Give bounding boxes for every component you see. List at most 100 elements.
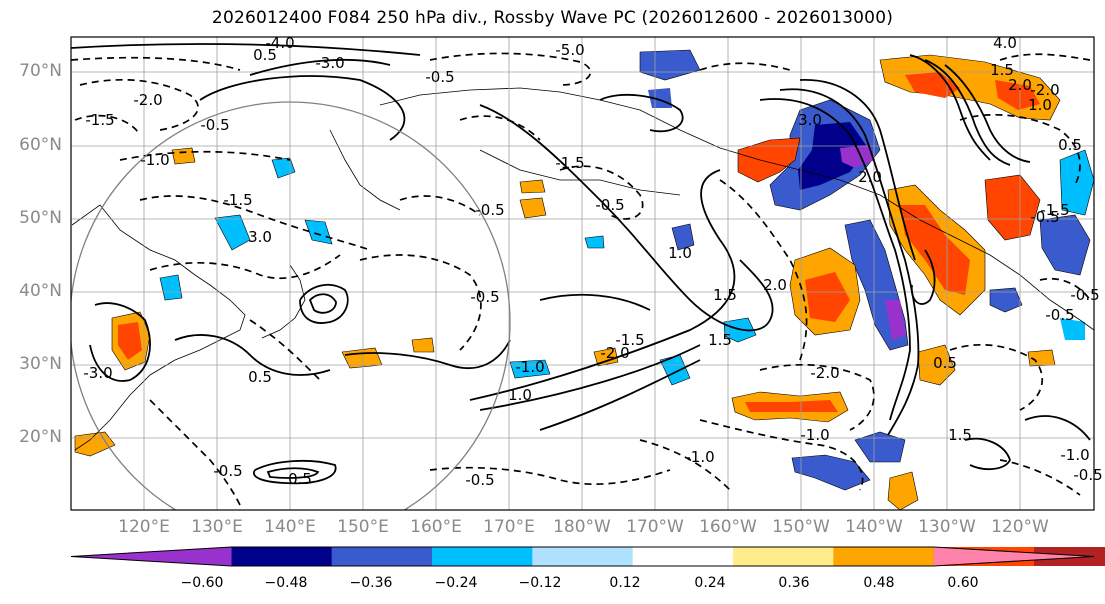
colorbar-segment: [231, 547, 333, 566]
colorbar-tick: −0.12: [518, 575, 562, 591]
colorbar-tick: 0.24: [694, 575, 726, 591]
colorbar-segment: [532, 547, 634, 566]
lon-label-140e: 140°E: [264, 517, 316, 537]
contour-line: [429, 52, 592, 86]
contour-line: [299, 283, 349, 324]
coastline: [261, 264, 306, 339]
contour-line: [71, 43, 421, 56]
colorbar-segment: [833, 547, 935, 566]
shade-blob: [519, 197, 547, 219]
lat-label-40n: 40°N: [19, 281, 62, 301]
contour-label: 4.0: [993, 34, 1017, 52]
contour-line: [909, 54, 991, 161]
contour-label: -0.5: [425, 68, 454, 86]
contour-label: -0.5: [1030, 208, 1059, 226]
shade-blob: [171, 147, 196, 165]
coastline: [379, 87, 761, 161]
contour-line: [74, 114, 141, 136]
shade-blob: [885, 300, 906, 340]
contour-label: -1.0: [515, 358, 544, 376]
contour-line: [266, 467, 320, 479]
colorbar-tick: −0.60: [180, 575, 224, 591]
contour-label: -0.5: [1073, 466, 1102, 484]
lat-label-70n: 70°N: [19, 61, 62, 81]
lat-label-30n: 30°N: [19, 354, 62, 374]
contour-label: 2.0: [1008, 76, 1032, 94]
contour-label: 0.5: [1058, 136, 1082, 154]
contour-label: -4.0: [265, 34, 294, 52]
lon-label-180w: 180°W: [553, 517, 611, 537]
contour-label: 1.0: [1028, 96, 1052, 114]
lon-label-150e: 150°E: [337, 517, 389, 537]
contour-line: [479, 104, 774, 332]
shade-blob: [411, 337, 435, 353]
contour-line: [344, 339, 511, 370]
dashed-contours: [71, 52, 1091, 506]
contour-label: 1.0: [508, 386, 532, 404]
contour-label: 1.0: [668, 244, 692, 262]
lon-label-150w: 150°W: [772, 517, 830, 537]
lon-label-130w: 130°W: [918, 517, 976, 537]
contour-label: -0.5: [200, 116, 229, 134]
contour-label: 0.5: [253, 46, 277, 64]
contour-label: -0.5: [1070, 286, 1099, 304]
shade-blob: [271, 157, 296, 179]
contour-label: -1.0: [685, 448, 714, 466]
contour-line: [249, 319, 321, 381]
solid-contours: [71, 43, 1091, 485]
coastline: [759, 159, 1094, 331]
lat-lon-grid: [71, 37, 1094, 510]
coastlines: [71, 87, 1094, 451]
coastline: [329, 129, 401, 211]
contour-label: 3.0: [798, 111, 822, 129]
shade-blob: [509, 359, 551, 379]
contour-label: -3.0: [83, 364, 112, 382]
contour-line: [308, 293, 337, 314]
map-frame: [70, 36, 1095, 511]
figure-title: 2026012400 F084 250 hPa div., Rossby Wav…: [211, 8, 894, 28]
colorbar-tick: −0.48: [264, 575, 308, 591]
shade-blob: [671, 223, 695, 251]
colorbar-segment: [331, 547, 433, 566]
shade-blob: [593, 347, 619, 367]
contour-line: [539, 293, 651, 311]
shade-blob: [745, 400, 838, 412]
lat-label-50n: 50°N: [19, 208, 62, 228]
contour-label: -0.5: [1045, 306, 1074, 324]
shade-blob: [840, 145, 875, 168]
contour-line: [539, 359, 701, 431]
contour-label: -3.0: [315, 54, 344, 72]
contour-line: [599, 93, 684, 133]
contour-label: -1.5: [615, 331, 644, 349]
colorbar-extend-min: [71, 547, 232, 566]
shade-blob: [304, 219, 333, 245]
shade-blob: [1060, 318, 1085, 340]
contour-label: -1.5: [555, 154, 584, 172]
contour-line: [639, 439, 731, 491]
shade-blob: [995, 80, 1040, 110]
shade-blob: [854, 431, 906, 463]
shade-blob: [798, 122, 868, 190]
contour-label: -2.0: [600, 344, 629, 362]
contour-label: -0.5: [475, 201, 504, 219]
contour-label: 2.0: [763, 276, 787, 294]
contour-line: [359, 254, 482, 351]
lon-label-160w: 160°W: [699, 517, 757, 537]
coastline: [71, 204, 246, 451]
colorbar-tick: 0.36: [778, 575, 810, 591]
colorbar-segment: [432, 547, 533, 566]
contour-line: [719, 179, 808, 361]
contour-line: [559, 165, 644, 220]
divergence-shading: [74, 49, 1094, 510]
lon-label-160e: 160°E: [410, 517, 462, 537]
contour-label: -5.0: [555, 41, 584, 59]
map-panel: [70, 36, 1095, 511]
lon-label-120e: 120°E: [118, 517, 170, 537]
colorbar-tick: −0.36: [349, 575, 393, 591]
contour-label: 3.0: [248, 228, 272, 246]
shade-blob: [791, 454, 871, 491]
lon-label-170w: 170°W: [626, 517, 684, 537]
contour-label: 1.5: [948, 426, 972, 444]
contour-line: [1039, 277, 1091, 301]
